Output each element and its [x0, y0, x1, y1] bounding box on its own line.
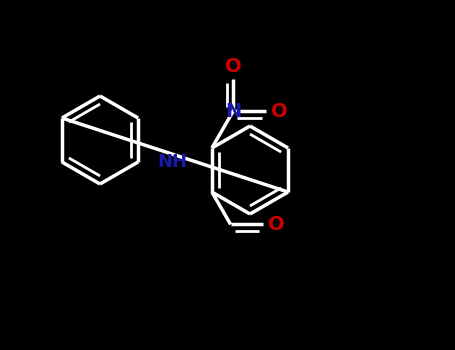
- Text: NH: NH: [157, 154, 187, 172]
- Text: N: N: [225, 102, 241, 121]
- Text: O: O: [268, 215, 284, 234]
- Text: O: O: [271, 102, 288, 121]
- Text: O: O: [225, 57, 242, 76]
